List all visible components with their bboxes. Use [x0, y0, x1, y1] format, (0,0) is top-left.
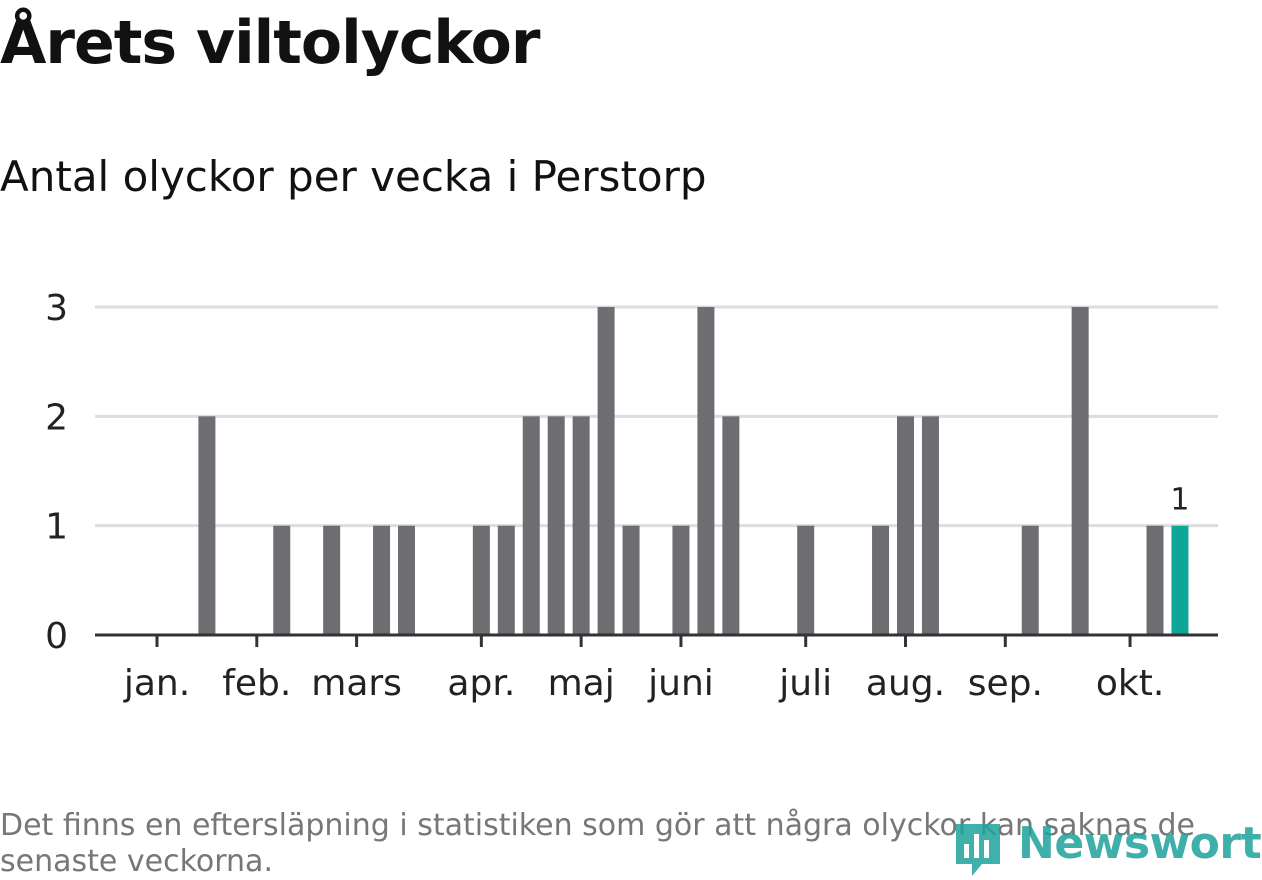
data-label: 1 [1170, 483, 1189, 518]
x-tick-label: maj [548, 663, 615, 704]
bar-highlight [1171, 525, 1189, 635]
x-tick-label: sep. [968, 663, 1043, 704]
x-tick-label: juli [778, 663, 832, 704]
bar [323, 525, 341, 635]
bar [597, 307, 615, 635]
bar [273, 525, 291, 635]
y-tick-label: 2 [45, 397, 68, 438]
x-tick-label: feb. [222, 663, 291, 704]
chart-subtitle: Antal olyckor per vecka i Perstorp [0, 152, 707, 201]
bar-chart: 0 1 2 3 1 jan. feb. mars apr. maj juni juli aug. sep.… [45, 288, 1218, 704]
newsworthy-logo: Newsworthy [952, 818, 1262, 878]
bar [547, 416, 565, 635]
bar [897, 416, 914, 635]
chart-logo-icon [956, 824, 1000, 876]
bar [522, 416, 540, 635]
bar [672, 525, 690, 635]
bar [373, 525, 391, 635]
bar [1146, 525, 1164, 635]
x-tick-label: okt. [1096, 663, 1164, 704]
bar [722, 416, 740, 635]
x-tick-label: apr. [447, 663, 515, 704]
bar [622, 525, 640, 635]
bar [921, 416, 939, 635]
y-tick-label: 3 [45, 288, 68, 329]
bar [572, 416, 590, 635]
x-tick-label: jan. [123, 663, 190, 704]
y-tick-label: 0 [45, 616, 68, 657]
bar [797, 525, 815, 635]
x-tick-label: juni [647, 663, 714, 704]
y-tick-label: 1 [45, 507, 68, 548]
bar [398, 525, 415, 635]
bar [198, 416, 216, 635]
chart-title: Årets viltolyckor [0, 8, 540, 78]
x-tick-label: aug. [866, 663, 945, 704]
bar [497, 525, 515, 635]
bar [1021, 525, 1039, 635]
x-tick-label: mars [311, 663, 402, 704]
logo-text: Newsworthy [1018, 818, 1262, 869]
bar [472, 525, 490, 635]
bar [1071, 307, 1089, 635]
bar [872, 525, 890, 635]
bar [697, 307, 715, 635]
